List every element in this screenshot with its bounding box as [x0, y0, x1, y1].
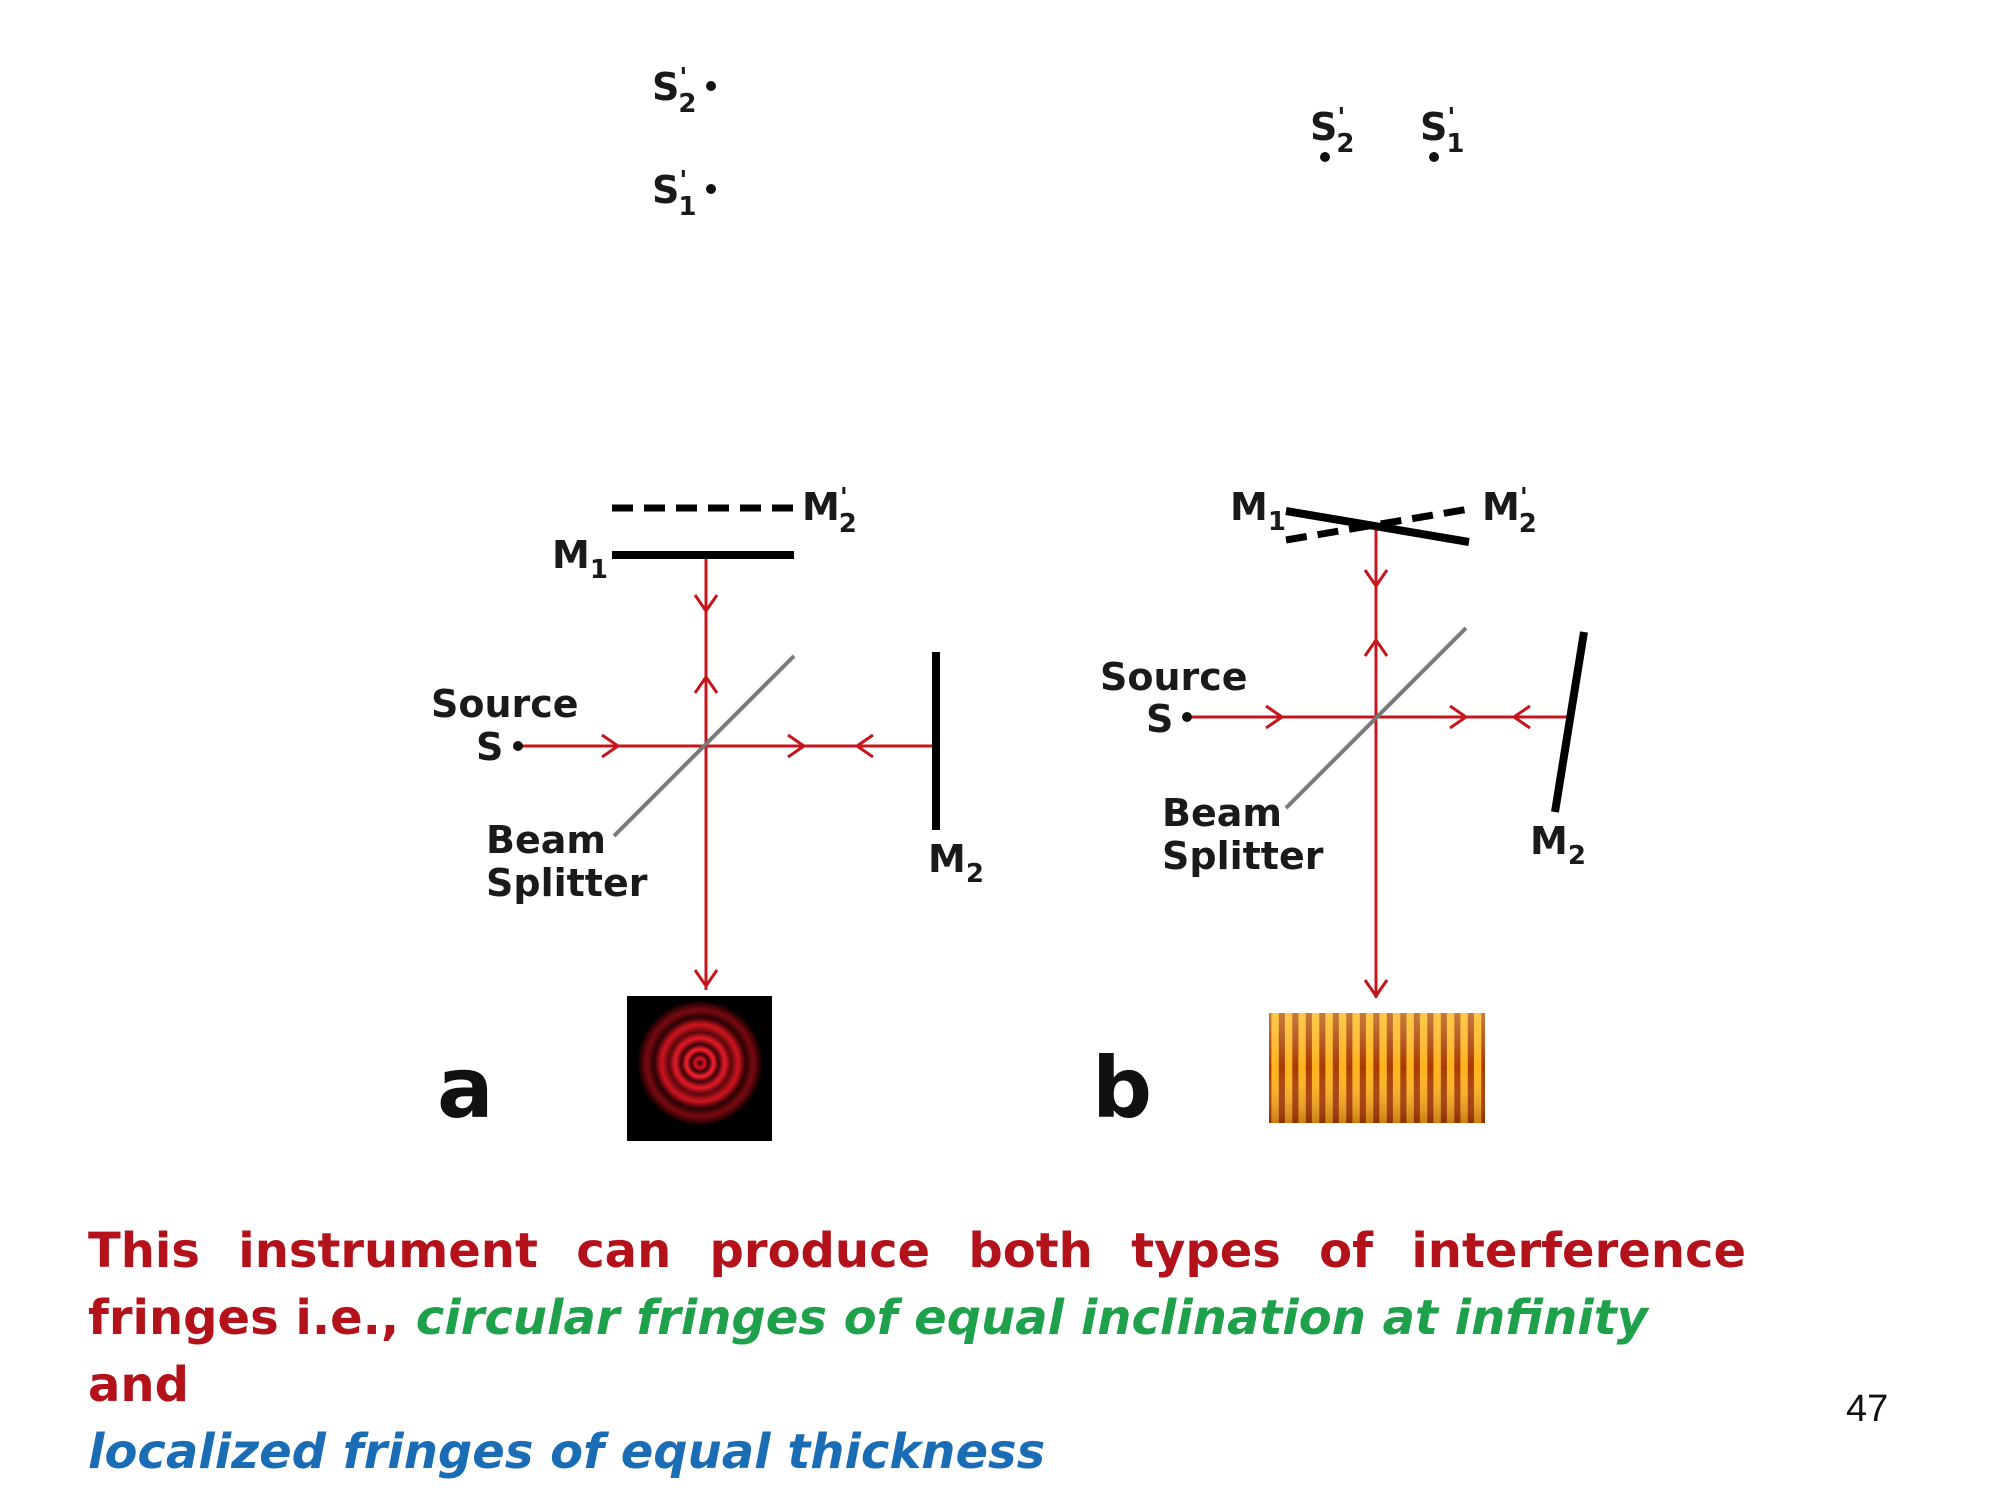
panel-b-arrow-to-screen: [1363, 979, 1389, 999]
panel-b-mirror-m2: [1551, 631, 1588, 813]
virtual-source-b-s1: S' 1: [1420, 103, 1464, 162]
virtual-source-b-s1-dot: [1429, 152, 1439, 162]
virtual-source-b-s2: S' 2: [1310, 103, 1354, 162]
panel-b-m2-label: M2: [1530, 819, 1586, 871]
caption-line-1: This instrument can produce both types o…: [88, 1223, 1746, 1279]
panel-a-circular-fringes: [627, 996, 772, 1141]
panel-b-beam-label: Beam: [1162, 791, 1282, 835]
panel-a-letter: a: [437, 1039, 494, 1137]
panel-b-source-s-label: S: [1146, 697, 1173, 741]
panel-a-arrow-from-m2: [854, 733, 874, 759]
virtual-source-a-s2: S' 2: [652, 63, 716, 119]
panel-a-beam-label: Beam: [486, 818, 606, 862]
panel-b-letter: b: [1092, 1039, 1152, 1137]
panel-b-arrow-to-m2: [1449, 704, 1469, 730]
virtual-source-a-s2-label: S' 2: [652, 63, 696, 119]
panel-a: M' 2 M1 Source S Beam Splitter M2 a: [431, 483, 984, 1141]
panel-a-m2-label: M2: [928, 837, 984, 889]
caption-and-text: and: [88, 1357, 189, 1413]
virtual-source-a-s1-dot: [706, 184, 716, 194]
panel-b-arrow-source: [1265, 704, 1285, 730]
panel-b-straight-fringes: [1269, 1013, 1485, 1123]
virtual-source-a-s1-label: S' 1: [652, 166, 696, 222]
caption: This instrument can produce both types o…: [88, 1218, 1746, 1486]
panel-a-m2-image-label: M' 2: [802, 483, 857, 539]
virtual-source-b-s2-dot: [1320, 152, 1330, 162]
panel-a-source-label: Source: [431, 682, 579, 726]
panel-a-arrow-down-to-bs: [693, 594, 719, 614]
caption-red-text: fringes i.e.,: [88, 1290, 416, 1346]
page-number: 47: [1846, 1388, 1889, 1430]
panel-a-arrow-up-to-m1: [693, 674, 719, 694]
panel-a-arrow-to-m2: [787, 733, 807, 759]
panel-b-m1-label: M1: [1230, 485, 1286, 537]
caption-green-text: circular fringes of equal inclination at…: [415, 1290, 1648, 1346]
panel-b-mirror-m1: [1285, 507, 1470, 546]
panel-b-source-label: Source: [1100, 655, 1248, 699]
virtual-source-a-s2-dot: [706, 81, 716, 91]
fringe-shading: [1269, 1013, 1485, 1123]
panel-a-m1-label: M1: [552, 533, 608, 585]
panel-a-source-dot: [513, 741, 523, 751]
panel-a-arrow-to-screen: [693, 969, 719, 989]
panel-b-splitter-label: Splitter: [1162, 834, 1324, 878]
panel-a-arrow-source: [601, 733, 621, 759]
virtual-source-a-s1: S' 1: [652, 166, 716, 222]
virtual-source-b-s1-label: S' 1: [1420, 103, 1464, 159]
virtual-source-b-s2-label: S' 2: [1310, 103, 1354, 159]
panel-b-beam-splitter: [1284, 626, 1468, 810]
caption-blue-text: localized fringes of equal thickness: [88, 1424, 1046, 1480]
panel-b-arrow-up-to-m1: [1363, 637, 1389, 657]
panel-a-beam-splitter: [612, 654, 796, 838]
panel-a-splitter-label: Splitter: [486, 861, 648, 905]
panel-b-arrow-from-m2: [1511, 704, 1531, 730]
panel-b-arrow-down-to-bs: [1363, 569, 1389, 589]
panel-b-m2-image-label: M' 2: [1482, 483, 1537, 539]
panel-a-source-s-label: S: [476, 725, 503, 769]
panel-b-source-dot: [1182, 712, 1192, 722]
panel-b: M1 M' 2 Source S Beam Splitter M2 b: [1092, 483, 1588, 1137]
